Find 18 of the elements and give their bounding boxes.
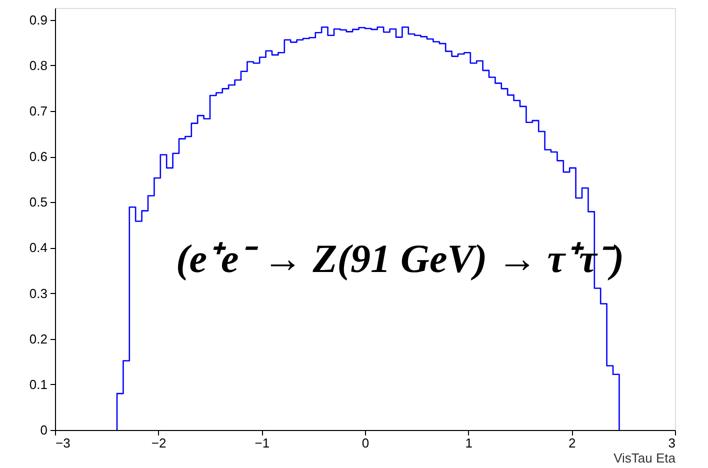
x-tick-label: −1 [254,436,270,450]
x-axis-title: VisTau Eta [614,450,676,466]
y-tick-label: 0.4 [29,240,48,256]
x-tick-label: 0 [362,436,370,450]
y-tick-label: 0.9 [29,12,48,28]
x-tick-label: 1 [465,436,472,450]
x-tick-label: −2 [151,436,166,450]
x-tick-label: −3 [56,436,70,450]
y-tick-label: 0.7 [29,103,48,118]
x-tick-label: 3 [668,436,676,450]
y-tick-label: 0 [40,422,48,438]
x-tick-label: 2 [568,436,576,450]
y-tick-label: 0.2 [29,331,48,346]
y-tick-label: 0.1 [29,376,48,392]
y-tick-label: 0.6 [29,149,48,164]
y-tick-label: 0.5 [29,194,48,210]
y-tick-label: 0.3 [29,286,48,301]
y-tick-label: 0.8 [29,58,48,73]
